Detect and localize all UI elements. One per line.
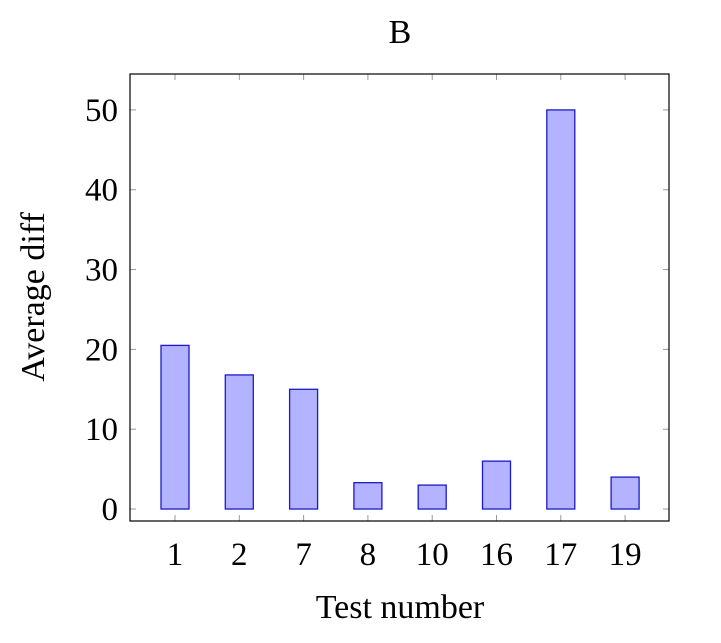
x-tick-label: 8 bbox=[360, 537, 377, 573]
y-tick-labels: 0 10 20 30 40 50 bbox=[85, 93, 118, 528]
y-tick-label: 50 bbox=[85, 93, 118, 129]
bar bbox=[546, 109, 576, 510]
x-tick-labels: 1 2 7 8 10 16 17 19 bbox=[167, 537, 642, 573]
bar bbox=[160, 344, 190, 510]
bar bbox=[224, 374, 254, 510]
x-tick-label: 10 bbox=[416, 537, 449, 573]
x-tick-label: 19 bbox=[609, 537, 642, 573]
bar bbox=[417, 484, 447, 510]
bars bbox=[160, 109, 640, 510]
bar bbox=[610, 476, 640, 510]
x-tick-label: 7 bbox=[295, 537, 312, 573]
plot-frame bbox=[129, 73, 670, 522]
x-tick-label: 1 bbox=[167, 537, 184, 573]
bar bbox=[481, 460, 512, 510]
bar bbox=[288, 388, 319, 510]
y-tick-label: 20 bbox=[85, 332, 118, 368]
y-tick-label: 30 bbox=[85, 253, 118, 289]
x-tick-label: 2 bbox=[231, 537, 248, 573]
y-tick-label: 0 bbox=[102, 492, 119, 528]
bar bbox=[353, 482, 383, 510]
y-axis-label: Average diff bbox=[15, 212, 52, 382]
chart-title: B bbox=[389, 14, 412, 51]
x-tick-label: 16 bbox=[480, 537, 513, 573]
x-axis-label: Test number bbox=[316, 589, 485, 626]
x-tick-label: 17 bbox=[544, 537, 577, 573]
y-tick-label: 40 bbox=[85, 173, 118, 209]
axis-ticks bbox=[130, 74, 669, 521]
y-tick-label: 10 bbox=[85, 412, 118, 448]
